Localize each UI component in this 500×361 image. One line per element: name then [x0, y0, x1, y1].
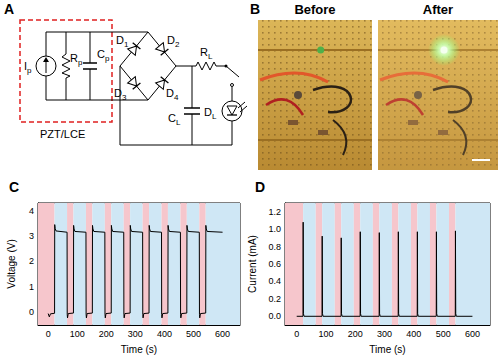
svg-text:A: A — [4, 1, 14, 17]
svg-text:Cp: Cp — [97, 48, 110, 63]
svg-text:0: 0 — [29, 307, 34, 317]
svg-text:D2: D2 — [167, 34, 180, 49]
svg-text:200: 200 — [348, 329, 363, 339]
svg-text:2: 2 — [29, 256, 34, 266]
svg-text:600: 600 — [215, 329, 230, 339]
svg-text:300: 300 — [128, 329, 143, 339]
svg-text:Ip: Ip — [24, 60, 32, 75]
svg-text:300: 300 — [377, 329, 392, 339]
svg-text:0.0: 0.0 — [268, 311, 281, 321]
svg-text:500: 500 — [436, 329, 451, 339]
svg-text:D: D — [255, 179, 265, 195]
svg-text:After: After — [423, 2, 453, 17]
svg-text:Time (s): Time (s) — [121, 344, 157, 355]
svg-text:500: 500 — [186, 329, 201, 339]
svg-text:0.6: 0.6 — [268, 259, 281, 269]
svg-text:Voltage (V): Voltage (V) — [6, 239, 17, 288]
svg-text:B: B — [250, 1, 260, 17]
svg-text:CL: CL — [168, 112, 181, 127]
svg-text:D4: D4 — [166, 87, 179, 102]
svg-text:1: 1 — [29, 282, 34, 292]
svg-text:DL: DL — [204, 106, 217, 121]
svg-text:1.0: 1.0 — [268, 224, 281, 234]
svg-text:100: 100 — [318, 329, 333, 339]
svg-text:Time (s): Time (s) — [369, 344, 405, 355]
svg-text:0.2: 0.2 — [268, 294, 281, 304]
svg-text:D1: D1 — [116, 34, 129, 49]
svg-text:D3: D3 — [114, 87, 127, 102]
svg-text:3: 3 — [29, 231, 34, 241]
svg-text:PZT/LCE: PZT/LCE — [40, 128, 85, 140]
svg-text:0.8: 0.8 — [268, 242, 281, 252]
svg-text:4: 4 — [29, 206, 34, 216]
svg-text:0: 0 — [46, 329, 51, 339]
svg-text:Before: Before — [294, 2, 335, 17]
svg-text:Current (mA): Current (mA) — [247, 235, 258, 293]
svg-text:Rp: Rp — [70, 52, 83, 67]
svg-text:C: C — [9, 179, 19, 195]
svg-text:200: 200 — [99, 329, 114, 339]
svg-text:0.4: 0.4 — [268, 276, 281, 286]
svg-text:600: 600 — [465, 329, 480, 339]
svg-text:0: 0 — [294, 329, 299, 339]
svg-text:RL: RL — [200, 46, 213, 61]
svg-text:400: 400 — [157, 329, 172, 339]
svg-text:1.2: 1.2 — [268, 207, 281, 217]
svg-text:100: 100 — [70, 329, 85, 339]
svg-text:400: 400 — [406, 329, 421, 339]
